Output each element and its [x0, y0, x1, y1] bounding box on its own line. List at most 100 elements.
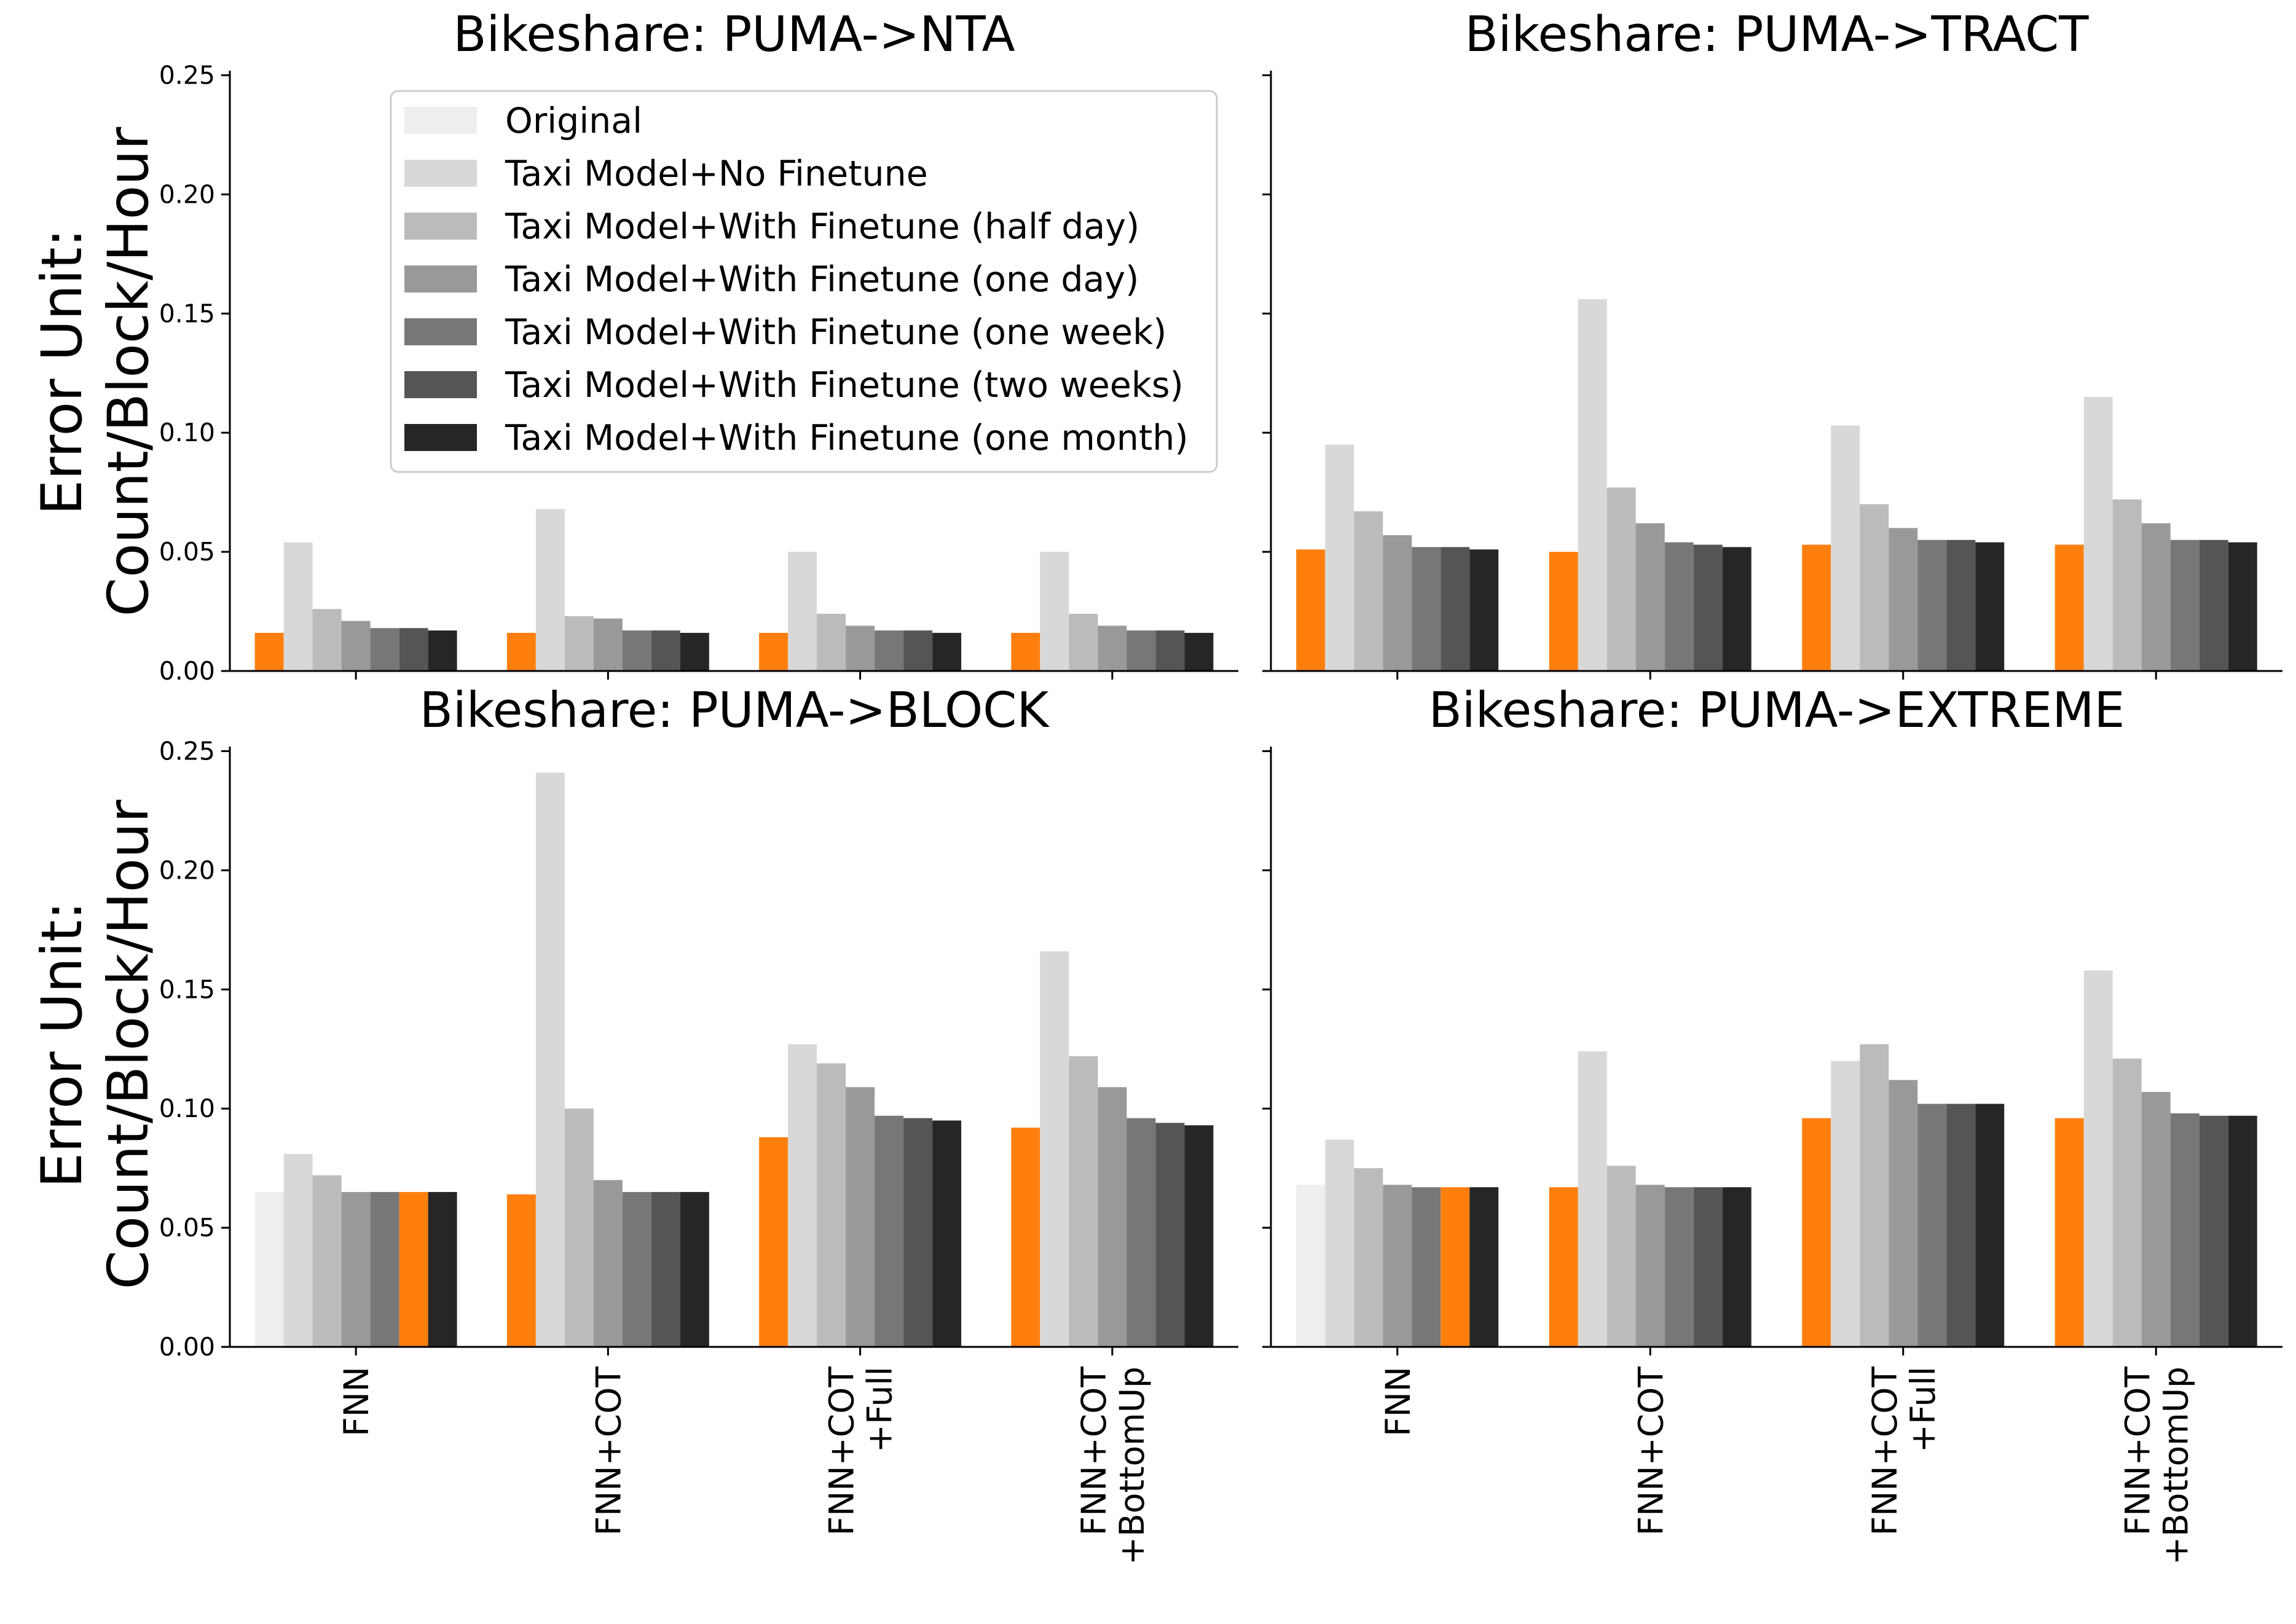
- bar: [1946, 1104, 1976, 1347]
- bar-highlight: [759, 632, 788, 671]
- bar: [788, 1044, 817, 1347]
- x-tick-label: FNN+COT: [1631, 1367, 1670, 1536]
- bar: [1722, 547, 1751, 671]
- bar-highlight: [2054, 1118, 2084, 1347]
- bar-highlight: [506, 632, 536, 671]
- bar-highlight: [254, 632, 284, 671]
- bar: [2228, 542, 2257, 671]
- panel-puma-nta: Bikeshare: PUMA->NTA 0.00 0.05 0.10 0.15 0.20…: [159, 6, 1238, 686]
- bar-highlight: [1549, 1187, 1578, 1347]
- y-axis-label-bottom: Error Unit:Count/Block/Hour: [30, 799, 161, 1289]
- bar: [428, 630, 457, 671]
- panel-puma-extreme: Bikeshare: PUMA->EXTREME FNN FNN+COT FNN+CO…: [1262, 682, 2282, 1565]
- y-axis-label-line1: Error Unit:: [30, 901, 95, 1188]
- y-tick-label: 0.15: [159, 975, 215, 1004]
- bar: [875, 630, 904, 671]
- bar: [1693, 1187, 1723, 1347]
- bar: [1126, 1118, 1156, 1347]
- bar: [846, 626, 875, 671]
- bar: [1040, 951, 1069, 1347]
- bar: [283, 542, 313, 671]
- y-axis-label-line2: Count/Block/Hour: [96, 127, 161, 616]
- bar: [2170, 539, 2200, 671]
- legend-swatch: [404, 107, 477, 134]
- bar: [2228, 1115, 2257, 1347]
- bar: [283, 1153, 313, 1347]
- bar: [651, 630, 680, 671]
- x-tick-label: FNN: [1378, 1367, 1418, 1437]
- bar: [2170, 1113, 2200, 1347]
- bar: [622, 1191, 651, 1347]
- bar: [1069, 1056, 1098, 1347]
- panel-title: Bikeshare: PUMA->EXTREME: [1429, 682, 2125, 739]
- bar: [2083, 397, 2113, 671]
- x-tick-label: FNN+COT+Full: [822, 1367, 900, 1536]
- bar: [1975, 542, 2005, 671]
- bar: [1412, 547, 1441, 671]
- bar: [1975, 1104, 2005, 1347]
- bar: [1860, 504, 1889, 671]
- bar: [1354, 1168, 1383, 1347]
- bar-highlight: [1011, 1128, 1040, 1347]
- y-tick-label: 0.10: [159, 418, 215, 447]
- y-axis-label: Error Unit:Count/Block/Hour: [30, 127, 161, 616]
- legend-label: Taxi Model+With Finetune (one month): [505, 418, 1189, 458]
- bar: [535, 772, 565, 1347]
- bar-highlight: [1549, 552, 1578, 671]
- bar: [1383, 535, 1412, 671]
- bar-highlight: [759, 1137, 788, 1347]
- bar-highlight: [1441, 1187, 1470, 1347]
- bar: [341, 621, 371, 671]
- bar-highlight: [1802, 544, 1831, 671]
- legend-label: Original: [505, 101, 642, 141]
- bar: [535, 509, 565, 671]
- legend-label: Taxi Model+With Finetune (two weeks): [505, 365, 1184, 406]
- bar: [1069, 613, 1098, 671]
- legend-label: Taxi Model+No Finetune: [505, 154, 928, 194]
- bar: [1693, 544, 1723, 671]
- legend-swatch: [404, 424, 477, 451]
- bar: [2112, 499, 2142, 671]
- bar: [1578, 299, 1607, 672]
- bar: [370, 628, 399, 671]
- bar: [2199, 1115, 2228, 1347]
- bar: [1831, 425, 1860, 671]
- bar-highlight: [2054, 544, 2084, 671]
- legend-swatch: [404, 160, 477, 187]
- bar: [1325, 1139, 1354, 1347]
- bar: [1412, 1187, 1441, 1347]
- bar: [593, 618, 623, 671]
- bar: [1354, 511, 1383, 671]
- y-tick-label: 0.00: [159, 1332, 215, 1362]
- y-tick-label: 0.20: [159, 179, 215, 209]
- bar: [564, 1108, 594, 1347]
- bar: [593, 1180, 623, 1347]
- bar: [370, 1191, 399, 1347]
- bar: [1664, 542, 1694, 671]
- bar: [817, 613, 846, 671]
- bar: [1155, 630, 1185, 671]
- bar-highlight: [1802, 1118, 1831, 1347]
- bar: [680, 1191, 709, 1347]
- bar: [312, 1175, 342, 1347]
- bar: [1664, 1187, 1694, 1347]
- bar: [341, 1191, 371, 1347]
- x-tick-label: FNN: [337, 1367, 376, 1437]
- bar: [1325, 444, 1354, 671]
- bar: [254, 1191, 284, 1347]
- bar: [1860, 1044, 1889, 1347]
- bar: [564, 616, 594, 671]
- x-tick-label: FNN+COT+BottomUp: [2118, 1367, 2195, 1565]
- legend-label: Taxi Model+With Finetune (half day): [505, 206, 1139, 247]
- bar: [1606, 1166, 1636, 1347]
- x-tick-label: FNN+COT: [589, 1367, 628, 1536]
- y-tick-label: 0.15: [159, 299, 215, 328]
- bar: [2141, 523, 2171, 671]
- bar: [1383, 1185, 1412, 1347]
- bar: [312, 609, 342, 671]
- bar: [2083, 970, 2113, 1347]
- x-tick-label: FNN+COT+BottomUp: [1074, 1367, 1152, 1565]
- bar-highlight: [399, 1191, 428, 1347]
- y-tick-label: 0.05: [159, 1213, 215, 1242]
